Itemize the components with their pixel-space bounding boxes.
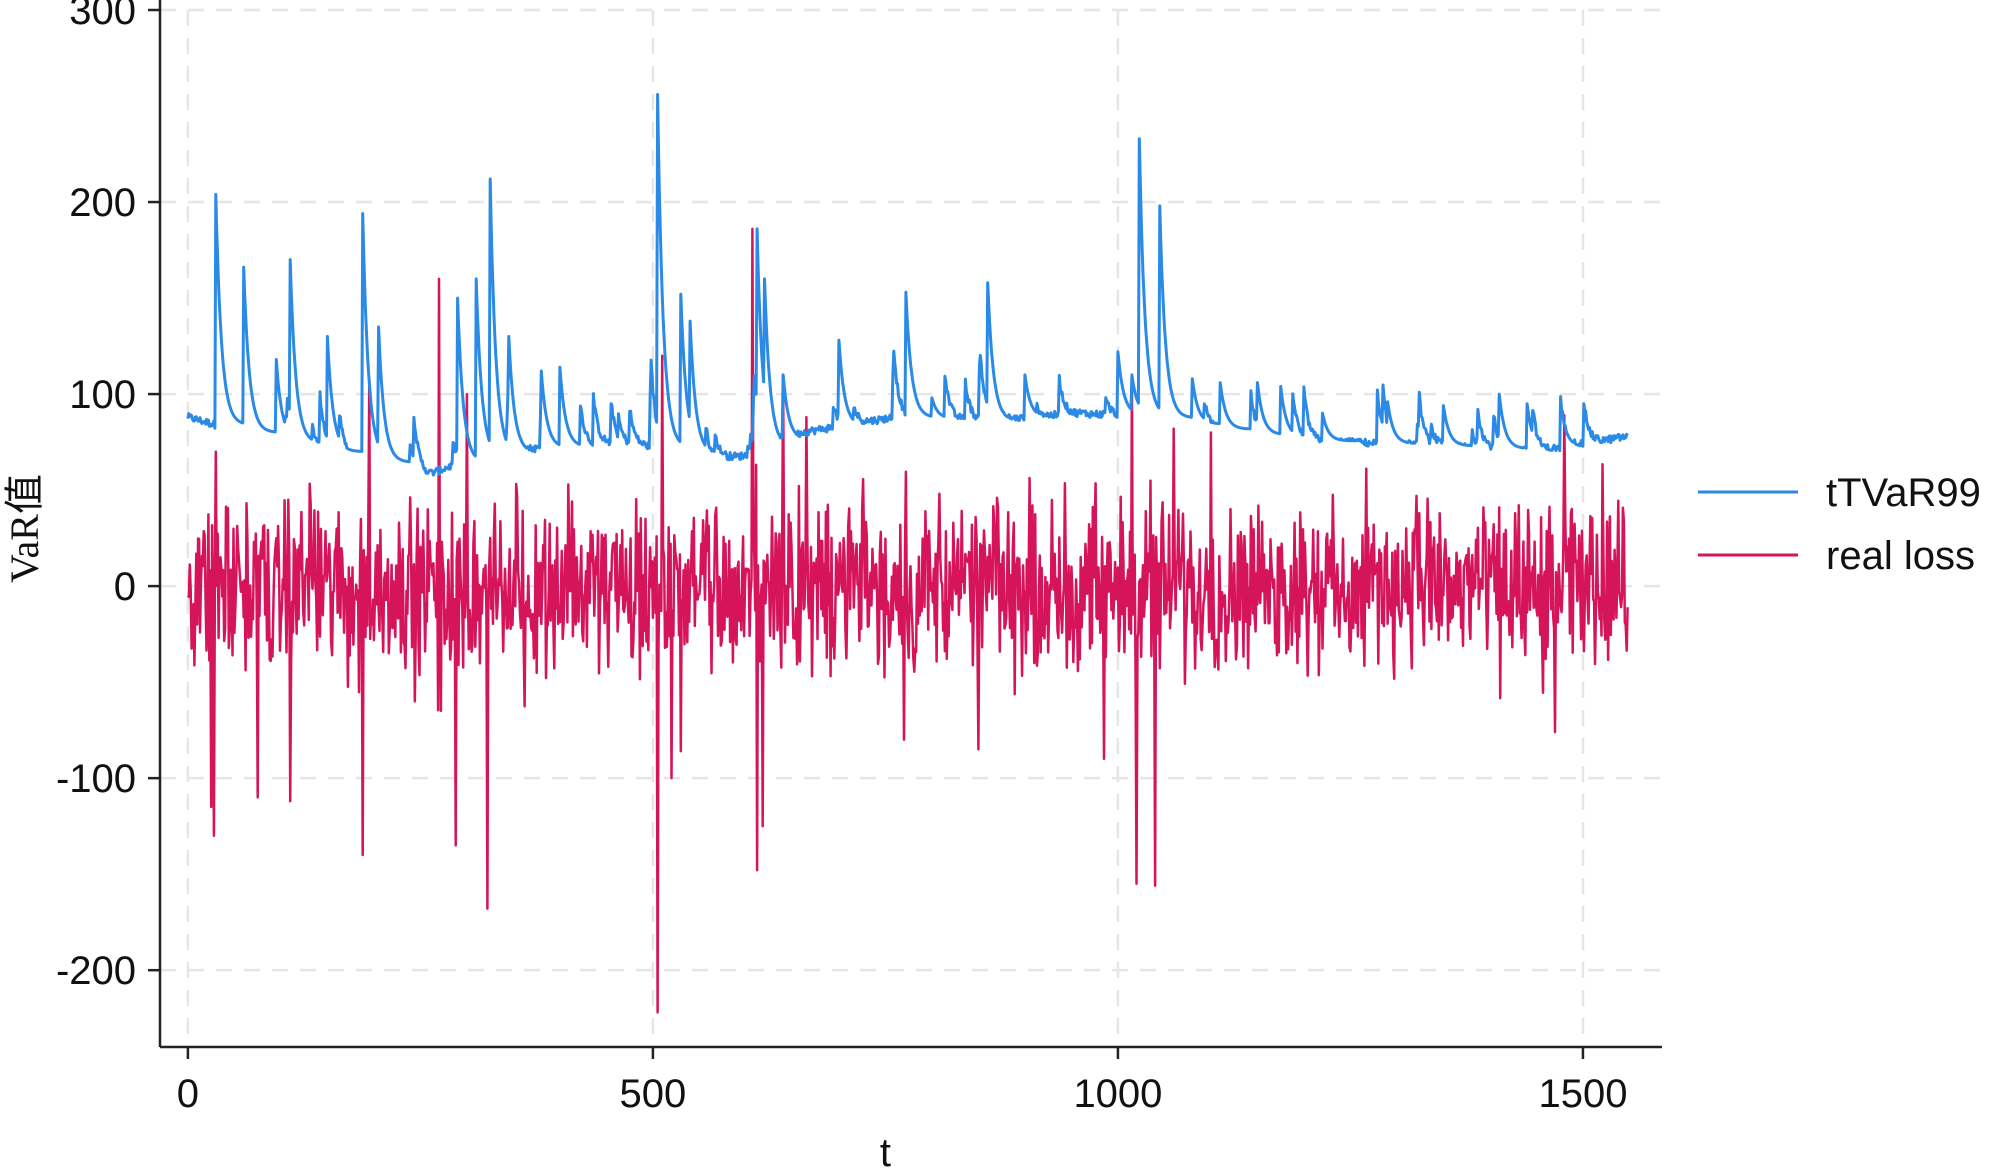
y-tick-label: 0 [114,565,136,609]
x-axis-title: t [880,1131,891,1169]
y-tick-label: 300 [69,0,136,33]
x-tick-label: 1000 [1073,1072,1162,1116]
y-axis-ticks: -200 -100 0 100 200 300 [56,0,160,993]
x-tick-label: 500 [620,1072,687,1116]
x-tick-label: 1500 [1538,1072,1627,1116]
series-line-tTVaR99 [186,93,1629,477]
y-tick-label: 200 [69,181,136,225]
gridlines [160,8,1662,1047]
y-axis-title: VaR值 [2,474,47,583]
y-tick-label: -100 [56,757,136,801]
series-real-loss [186,227,1629,1014]
y-tick-label: 100 [69,373,136,417]
x-tick-label: 0 [177,1072,199,1116]
y-tick-label: -200 [56,949,136,993]
legend: tTVaR99 real loss [1698,471,1981,578]
legend-label-tTVaR99: tTVaR99 [1826,471,1981,515]
series-tTVaR99 [186,93,1629,477]
x-axis-ticks: 0 500 1000 1500 [177,1047,1627,1116]
series-line-real-loss [186,227,1629,1014]
legend-label-real-loss: real loss [1826,534,1975,578]
